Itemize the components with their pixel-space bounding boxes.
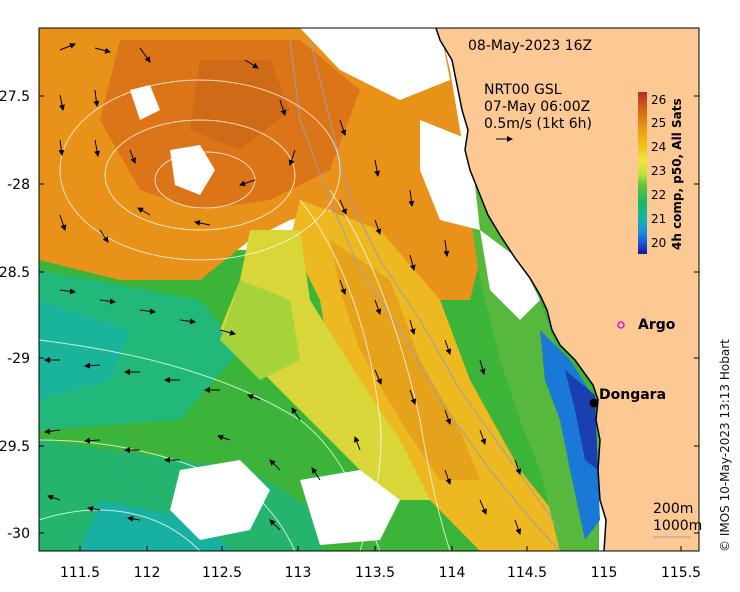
lon-tick: 115.5 <box>661 565 701 581</box>
colorbar-tick: 23 <box>651 164 666 178</box>
argo-label: Argo <box>638 317 676 333</box>
map-date: 08-May-2023 16Z <box>468 38 592 54</box>
lon-tick: 114 <box>439 565 466 581</box>
lon-tick: 111.5 <box>60 565 100 581</box>
colorbar-tick: 24 <box>651 140 666 154</box>
lat-tick: -29 <box>7 351 30 367</box>
lat-tick: -28 <box>7 177 30 193</box>
colorbar-tick: 25 <box>651 116 666 130</box>
bathy-label-200: 200m <box>653 501 693 517</box>
colorbar-tick: 26 <box>651 93 666 107</box>
lon-tick: 113.5 <box>355 565 395 581</box>
lat-tick: -30 <box>7 526 30 542</box>
lat-tick: -28.5 <box>0 265 30 281</box>
current-key: NRT00 GSL 07-May 06:00Z 0.5m/s (1kt 6h) <box>484 82 592 132</box>
lon-tick: 112 <box>134 565 161 581</box>
lon-tick: 115 <box>591 565 618 581</box>
colorbar <box>638 92 647 254</box>
colorbar-tick: 22 <box>651 188 666 202</box>
bathy-label-1000: 1000m <box>653 518 702 534</box>
lat-tick: -29.5 <box>0 439 30 455</box>
current-source: NRT00 GSL <box>484 82 562 98</box>
credit-text: © IMOS 10-May-2023 13:13 Hobart <box>718 339 732 552</box>
argo-marker <box>617 321 625 329</box>
current-scale: 0.5m/s (1kt 6h) <box>484 116 592 132</box>
current-time: 07-May 06:00Z <box>484 99 590 115</box>
sst-field <box>39 28 699 551</box>
colorbar-tick: 21 <box>651 212 666 226</box>
dongara-label: Dongara <box>599 387 666 403</box>
lat-tick: -27.5 <box>0 89 30 105</box>
colorbar-label: 4h comp, p50, All Sats <box>670 98 684 250</box>
colorbar-tick: 20 <box>651 236 666 250</box>
lon-tick: 113 <box>285 565 312 581</box>
lon-tick: 112.5 <box>202 565 242 581</box>
dongara-marker <box>589 398 599 408</box>
plot-frame <box>38 27 700 552</box>
lon-tick: 114.5 <box>507 565 547 581</box>
